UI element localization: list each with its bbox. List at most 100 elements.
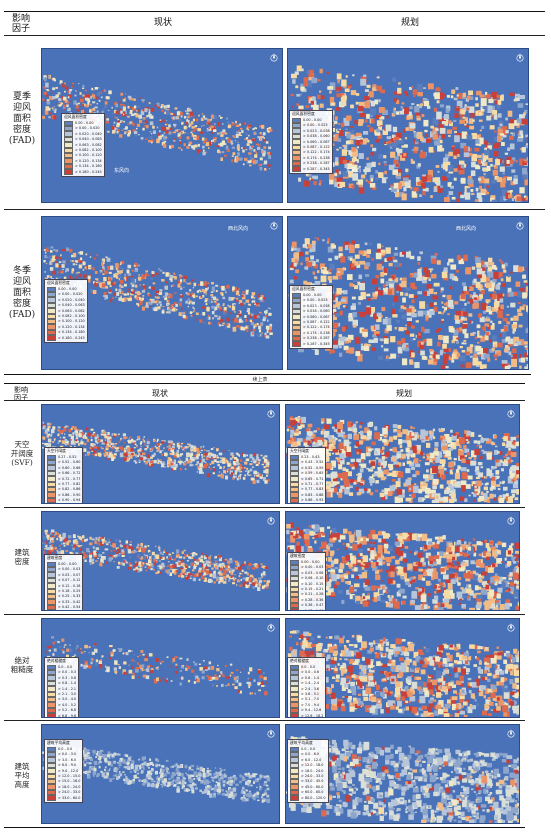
map-cell (290, 265, 294, 269)
map-cell (438, 118, 444, 123)
map-cell (142, 295, 145, 297)
map-cell (360, 343, 364, 346)
map-cell (437, 92, 444, 100)
legend-swatch (292, 319, 301, 325)
map-cell (453, 151, 458, 154)
north-arrow-icon (270, 52, 278, 64)
map-cell (263, 137, 265, 139)
map-cell (360, 174, 366, 179)
map-cell (366, 491, 370, 494)
map-cell (301, 416, 306, 423)
map-cell (409, 333, 415, 337)
map-cell (348, 339, 352, 343)
map-cell (137, 276, 142, 281)
map-cell (172, 284, 175, 287)
map-cell (123, 449, 127, 454)
legend-item: > 0.134 - 0.180 (64, 163, 102, 170)
map-cell (64, 103, 68, 106)
map-cell (111, 447, 114, 450)
map-cell (348, 441, 352, 444)
map-cell (296, 65, 302, 72)
legend-item-label: > 0.060 - 0.087 (303, 314, 330, 319)
map-cell (160, 106, 163, 109)
legend-swatch (290, 492, 299, 498)
map-cell (463, 445, 467, 450)
map-cell (380, 249, 386, 256)
map-cell (399, 110, 405, 115)
map-cell (167, 463, 171, 466)
legend-swatch (292, 303, 301, 309)
legend-swatch (292, 297, 301, 304)
map-cell (491, 347, 495, 352)
map-cell (268, 168, 271, 170)
map-cell (441, 176, 448, 181)
map-cell (519, 287, 525, 294)
map-cell (186, 146, 190, 149)
map-cell (451, 89, 456, 94)
legend-item-label: > 0.120 - 0.134 (58, 324, 85, 329)
map-cell (343, 435, 347, 439)
map-cell (71, 425, 75, 429)
map-cell (392, 169, 398, 175)
map-cell (156, 450, 158, 452)
map-cell (44, 255, 47, 259)
map-cell (171, 131, 173, 134)
map-cell (469, 189, 474, 194)
map-cell (374, 426, 378, 431)
map-cell (443, 354, 449, 360)
map-cell (503, 436, 508, 442)
map-cell (373, 296, 377, 300)
map-cell (492, 110, 498, 115)
map-cell (424, 269, 430, 277)
map-cell (131, 440, 135, 443)
map-cell (154, 296, 157, 298)
map-cell (305, 257, 309, 262)
map-cell (422, 98, 429, 103)
map-cell (77, 102, 80, 105)
map-cell (419, 194, 422, 197)
map-cell (117, 118, 120, 121)
map-cell (150, 277, 154, 280)
map-cell (120, 439, 122, 441)
map-cell (404, 347, 410, 352)
map-cell (111, 125, 115, 130)
map-cell (89, 267, 91, 268)
map-cell (43, 432, 46, 433)
map-cell (437, 466, 443, 470)
map-cell (487, 271, 494, 278)
map-cell (179, 467, 182, 471)
map-cell (155, 447, 158, 449)
map-cell (357, 281, 361, 286)
map-cell (55, 87, 58, 89)
map-cell (390, 186, 397, 192)
map-cell (224, 154, 227, 157)
map-cell (259, 473, 262, 477)
map-cell (461, 131, 468, 139)
map-cell (198, 313, 202, 316)
map-cell (398, 493, 403, 498)
map-cell (64, 86, 69, 90)
map-cell (439, 438, 443, 441)
map-cell (326, 71, 330, 74)
map-cell (352, 258, 356, 264)
map-cell (230, 297, 234, 301)
map-cell (43, 260, 46, 263)
map-cell (234, 467, 238, 471)
map-cell (369, 183, 376, 188)
legend-item-label: > 0.66 - 0.72 (58, 471, 81, 476)
map-cell (79, 251, 84, 255)
map-cell (97, 91, 101, 97)
map-cell (252, 332, 254, 335)
legend-item: > 0.88 - 0.93 (290, 497, 323, 503)
map-cell (383, 267, 388, 273)
map-cell (410, 426, 413, 429)
map-cell (396, 488, 403, 495)
map-cell (157, 306, 161, 310)
map-cell (175, 463, 178, 467)
map-cell (183, 125, 187, 130)
map-cell (110, 299, 113, 303)
map-cell (292, 247, 298, 251)
map-cell (478, 434, 482, 437)
map-cell (291, 438, 294, 441)
map-cell (435, 456, 441, 463)
